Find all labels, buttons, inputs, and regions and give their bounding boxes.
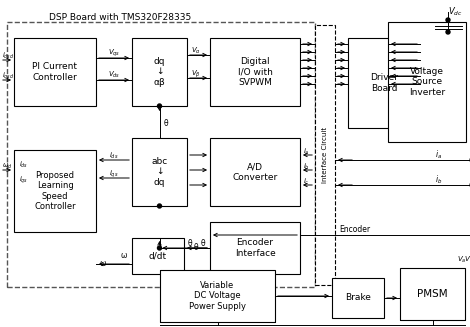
Text: $V_{ds}$: $V_{ds}$ [108, 70, 120, 80]
Circle shape [157, 204, 162, 208]
Circle shape [446, 30, 450, 34]
Text: Interface Circuit: Interface Circuit [322, 127, 328, 183]
Text: θ: θ [200, 239, 205, 249]
Bar [210, 222, 300, 274]
Text: $i_{qsd}$: $i_{qsd}$ [2, 70, 14, 82]
Text: $i_c$: $i_c$ [304, 177, 310, 187]
Bar [315, 25, 335, 285]
Text: Brake: Brake [345, 294, 371, 302]
Text: $i_b$: $i_b$ [303, 162, 310, 172]
Text: $i_b$: $i_b$ [435, 174, 443, 186]
Bar [14, 38, 96, 106]
Bar [7, 22, 315, 287]
Bar [132, 38, 187, 106]
Text: $V_\alpha$: $V_\alpha$ [191, 46, 201, 56]
Text: $i_{qs}$: $i_{qs}$ [19, 174, 28, 186]
Text: $i_{ds}$: $i_{ds}$ [19, 160, 28, 170]
Text: $V_{dc}$: $V_{dc}$ [448, 6, 462, 18]
Bar [132, 238, 184, 274]
Text: θ: θ [188, 239, 193, 249]
Bar [14, 150, 96, 232]
Text: Voltage
Source
Inverter: Voltage Source Inverter [409, 67, 445, 97]
Text: $V_{qs}$: $V_{qs}$ [108, 47, 120, 59]
Text: d/dt: d/dt [149, 251, 167, 261]
Text: θ: θ [164, 119, 168, 129]
Text: $i_{ds}$: $i_{ds}$ [109, 151, 119, 161]
Text: Driver
Board: Driver Board [370, 73, 398, 93]
Bar [210, 38, 300, 106]
Text: PI Current
Controller: PI Current Controller [32, 62, 78, 82]
Circle shape [157, 104, 162, 108]
Text: $\omega_d$: $\omega_d$ [2, 162, 13, 171]
Text: ω: ω [121, 251, 127, 261]
Text: $i_a$: $i_a$ [436, 149, 443, 161]
Text: Variable
DC Voltage
Power Supply: Variable DC Voltage Power Supply [189, 281, 246, 311]
Text: DSP Board with TMS320F28335: DSP Board with TMS320F28335 [49, 13, 191, 23]
Text: Digital
I/O with
SVPWM: Digital I/O with SVPWM [237, 57, 273, 87]
Bar [332, 278, 384, 318]
Text: $i_{dsd}$: $i_{dsd}$ [2, 51, 14, 61]
Text: $V_\beta$: $V_\beta$ [191, 68, 201, 80]
Text: A/D
Converter: A/D Converter [232, 162, 278, 182]
Bar [210, 138, 300, 206]
Text: ω: ω [100, 260, 106, 268]
Bar [388, 22, 466, 142]
Bar [160, 270, 275, 322]
Text: abc
↓
dq: abc ↓ dq [151, 157, 168, 187]
Bar [132, 138, 187, 206]
Bar [400, 268, 465, 320]
Text: Encoder
Interface: Encoder Interface [235, 238, 275, 258]
Text: $i_a$: $i_a$ [303, 147, 310, 157]
Text: θ: θ [193, 244, 198, 252]
Text: $i_{qs}$: $i_{qs}$ [109, 168, 119, 180]
Text: $V_a$$V_b$$V_c$: $V_a$$V_b$$V_c$ [457, 255, 470, 265]
Text: PMSM: PMSM [417, 289, 448, 299]
Bar [348, 38, 420, 128]
Text: dq
↓
αβ: dq ↓ αβ [154, 57, 165, 87]
Circle shape [157, 246, 162, 250]
Text: Encoder: Encoder [339, 226, 370, 234]
Text: Proposed
Learning
Speed
Controller: Proposed Learning Speed Controller [34, 171, 76, 211]
Circle shape [446, 18, 450, 22]
